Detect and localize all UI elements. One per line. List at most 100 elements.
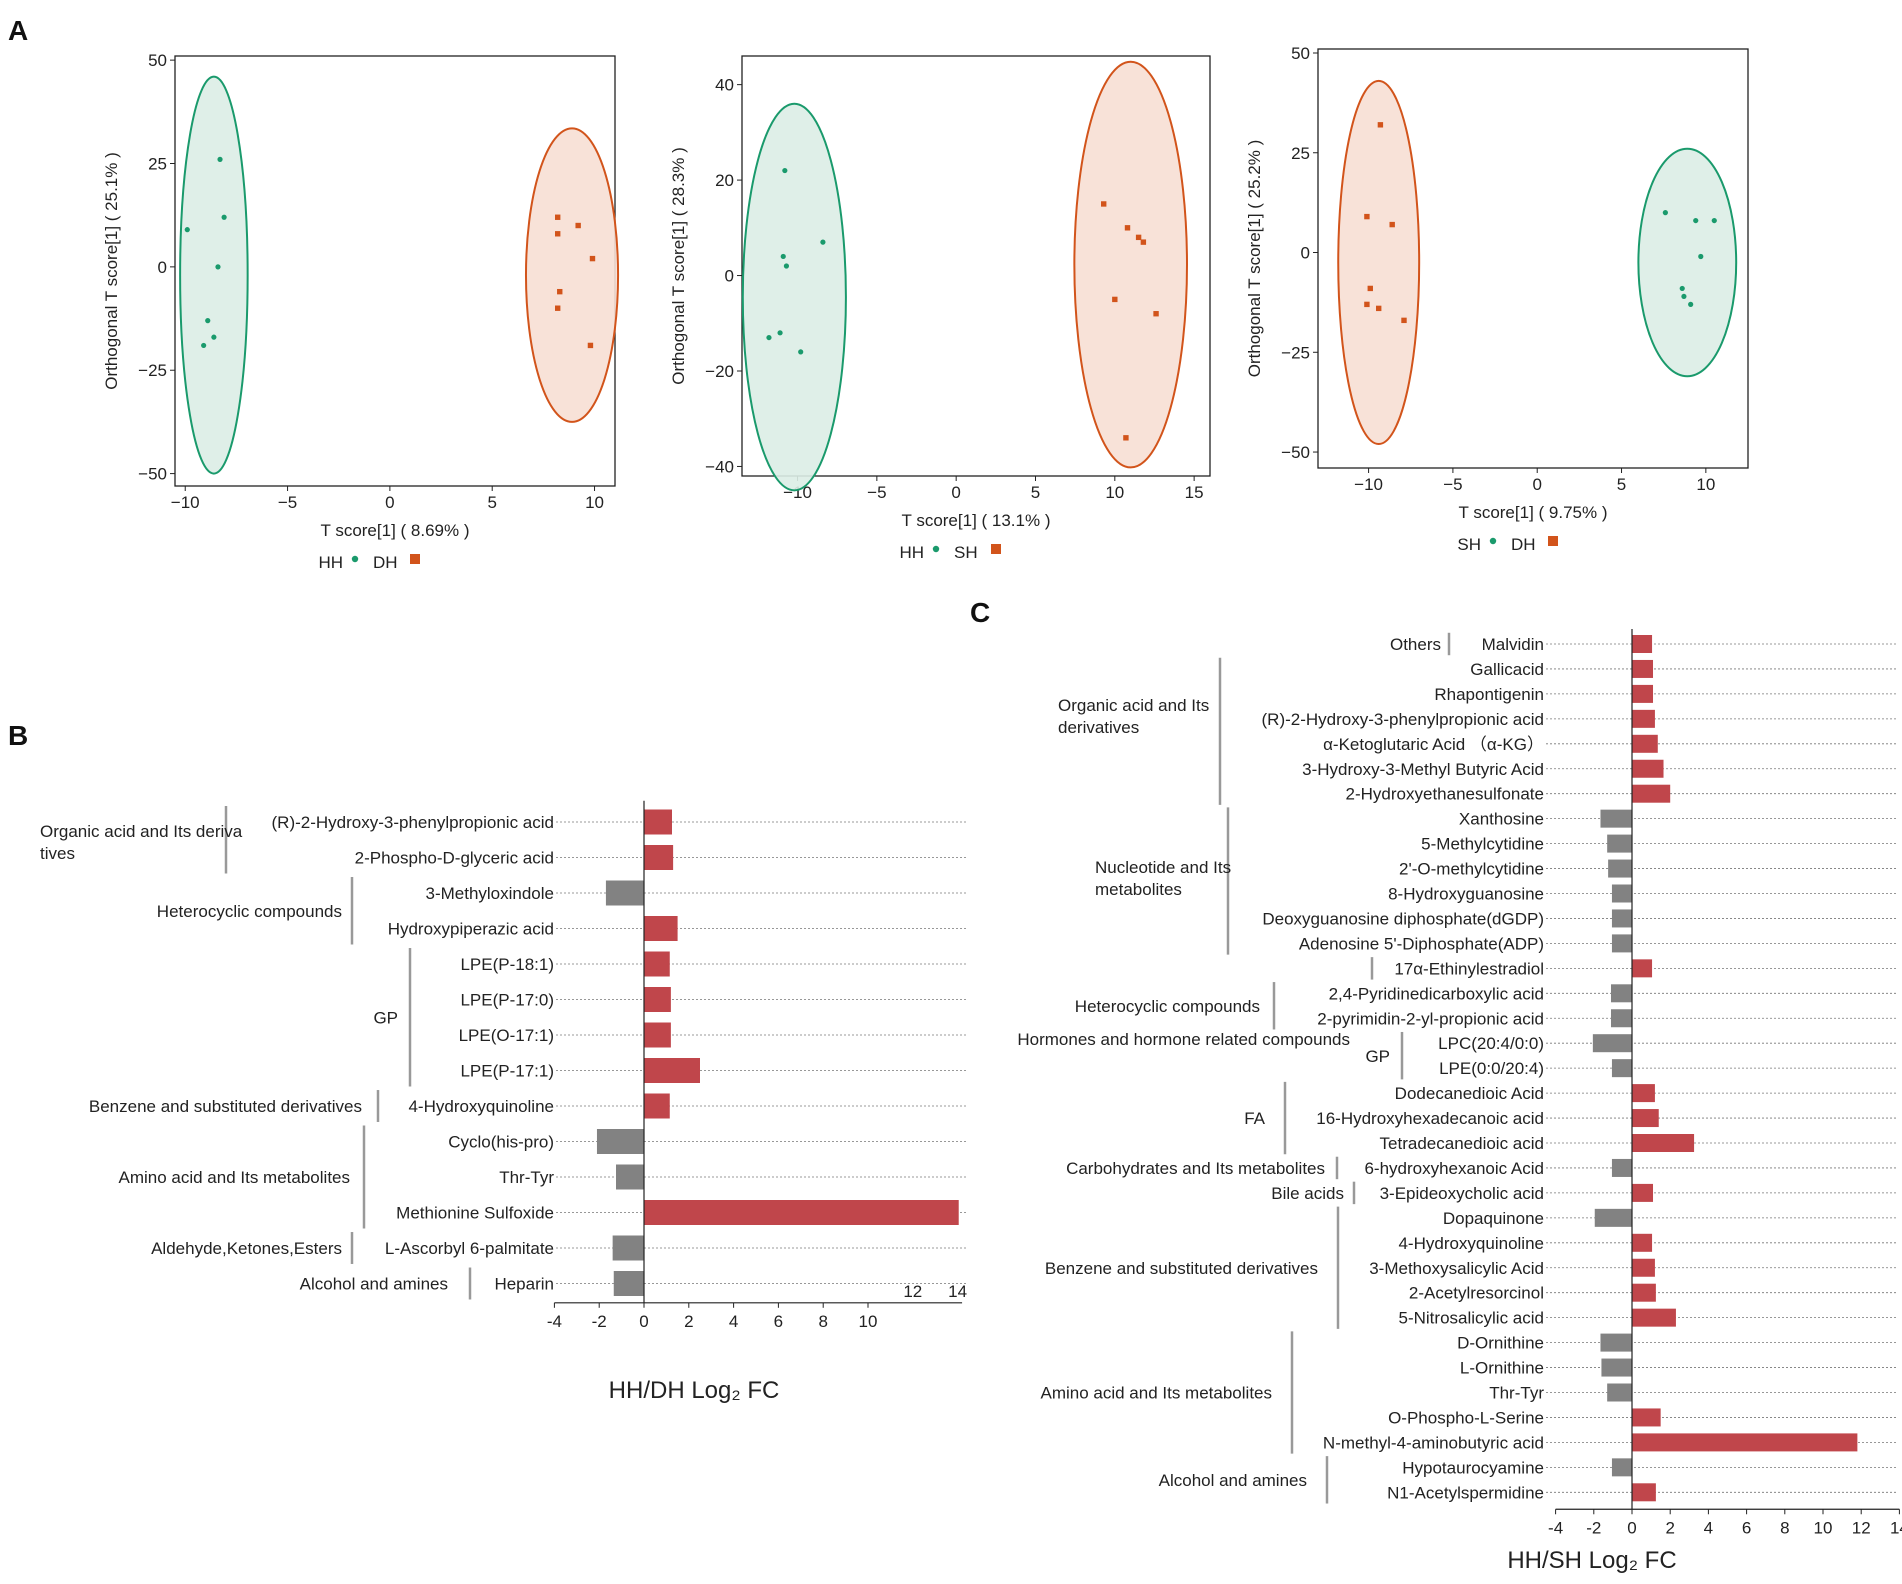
y-axis-label: Orthogonal T score[1] ( 25.2% )	[1245, 140, 1264, 378]
x-tick-label: 6	[1742, 1518, 1751, 1537]
panel-label-a: A	[8, 15, 28, 46]
category-label: LPE(P-18:1)	[460, 955, 554, 974]
data-point-hh	[798, 349, 804, 355]
category-label: 16-Hydroxyhexadecanoic acid	[1316, 1109, 1544, 1128]
plot-frame	[1317, 48, 1749, 469]
category-label: (R)-2-Hydroxy-3-phenylpropionic acid	[1262, 710, 1545, 729]
data-point-hh	[820, 239, 826, 245]
group-label: Amino acid and Its metabolites	[1040, 1384, 1272, 1403]
bar-2-4-pyridinedicarboxylic-acid	[1610, 984, 1632, 1003]
category-label: N-methyl-4-aminobutyric acid	[1323, 1433, 1544, 1452]
category-label: 5-Methylcytidine	[1421, 835, 1544, 854]
x-tick-label: 10	[585, 493, 604, 512]
y-tick-label: 25	[148, 155, 167, 174]
category-label: 6-hydroxyhexanoic Acid	[1364, 1159, 1544, 1178]
y-tick-label: −50	[1281, 443, 1310, 462]
category-label: Thr-Tyr	[499, 1168, 554, 1187]
category-label: 2,4-Pyridinedicarboxylic acid	[1329, 984, 1544, 1003]
bar-chart-hh-sh: Malvidin Gallicacid Rhapontigenin (R)-2-Hyd…	[1017, 629, 1902, 1574]
category-label: O-Phospho-L-Serine	[1388, 1408, 1544, 1427]
data-point-sh	[1693, 217, 1699, 224]
x-tick-label-extra: 14	[948, 1282, 967, 1301]
bar-adenosine-5-diphosphate-adp	[1611, 934, 1632, 953]
bar-l-ascorbyl-6-palmitate	[612, 1235, 644, 1261]
data-point-dh	[1364, 213, 1370, 220]
x-axis-label: T score[1] ( 9.75% )	[1459, 503, 1608, 522]
legend-label: HH	[899, 543, 924, 562]
data-point-dh	[1377, 122, 1384, 128]
bar-5-nitrosalicylic-acid	[1632, 1308, 1676, 1327]
category-label: Dopaquinone	[1443, 1209, 1544, 1228]
bar-3-methyloxindole	[605, 880, 644, 906]
x-tick-label-extra: 12	[903, 1282, 922, 1301]
category-label: 3-Methyloxindole	[425, 884, 554, 903]
bar-r-2-hydroxy-3-phenylpropionic-acid	[1632, 709, 1655, 728]
x-tick-label: -2	[1586, 1518, 1601, 1537]
x-tick-label: 0	[385, 493, 394, 512]
category-label: Deoxyguanosine diphosphate(dGDP)	[1262, 909, 1544, 928]
data-point-dh	[1389, 221, 1395, 228]
category-label: LPE(0:0/20:4)	[1439, 1059, 1544, 1078]
category-label: Heparin	[494, 1275, 554, 1294]
data-point-dh	[554, 231, 561, 237]
category-label: Tetradecanedioic acid	[1380, 1134, 1544, 1153]
confidence-ellipse-sh	[1073, 60, 1188, 469]
data-point-hh	[215, 264, 221, 270]
bar-ketoglutaric-acid-kg	[1632, 734, 1658, 753]
data-point-sh	[1140, 239, 1147, 245]
category-label: Thr-Tyr	[1489, 1384, 1544, 1403]
x-tick-label: 10	[1814, 1518, 1833, 1537]
category-label: 2-Phospho-D-glyceric acid	[355, 849, 554, 868]
legend-label: SH	[1457, 535, 1481, 554]
data-point-hh	[205, 318, 211, 324]
data-point-dh	[589, 255, 596, 262]
bar-dopaquinone	[1594, 1208, 1632, 1227]
category-label: L-Ascorbyl 6-palmitate	[385, 1239, 554, 1258]
bar-16-hydroxyhexadecanoic-acid	[1632, 1109, 1659, 1128]
y-axis-label: Orthogonal T score[1] ( 28.3% )	[669, 147, 688, 385]
bar-lpe-o-17-1	[644, 1022, 671, 1048]
bar-3-hydroxy-3-methyl-butyric-acid	[1632, 759, 1664, 778]
group-label: Nucleotide and Its metabolites	[1095, 858, 1231, 899]
data-point-sh	[1135, 234, 1142, 241]
group-label: Heterocyclic compounds	[1075, 997, 1260, 1016]
y-tick-label: −40	[705, 457, 734, 476]
y-tick-label: −25	[138, 361, 167, 380]
category-label: N1-Acetylspermidine	[1387, 1483, 1544, 1502]
data-point-hh	[780, 253, 786, 260]
category-label: 3-Methoxysalicylic Acid	[1369, 1259, 1544, 1278]
category-label: Malvidin	[1482, 635, 1544, 654]
x-tick-label: 0	[951, 483, 960, 502]
x-tick-label: 10	[859, 1312, 878, 1331]
data-point-sh	[1681, 293, 1687, 300]
data-point-dh	[1364, 301, 1370, 308]
y-tick-label: −25	[1281, 343, 1310, 362]
data-point-sh	[1679, 285, 1685, 292]
group-label: Benzene and substituted derivatives	[1045, 1259, 1318, 1278]
category-label: 5-Nitrosalicylic acid	[1399, 1309, 1544, 1328]
y-tick-label: 0	[725, 267, 734, 286]
category-label: α-Ketoglutaric Acid （α-KG）	[1323, 735, 1544, 754]
x-tick-label: 0	[1532, 475, 1541, 494]
group-label: Carbohydrates and Its metabolites	[1066, 1159, 1325, 1178]
bar-2-o-methylcytidine	[1608, 859, 1632, 878]
data-point-hh	[221, 214, 227, 220]
category-label: 2'-O-methylcytidine	[1399, 860, 1544, 879]
x-axis-label: T score[1] ( 8.69% )	[321, 521, 470, 540]
y-tick-label: 50	[1291, 44, 1310, 63]
bar-thr-tyr	[1607, 1383, 1632, 1402]
data-point-dh	[554, 305, 561, 311]
category-label: Methionine Sulfoxide	[396, 1204, 554, 1223]
group-label: Organic acid and Its derivatives	[1058, 696, 1209, 737]
x-tick-label: 5	[1031, 483, 1040, 502]
bar-l-ornithine	[1601, 1358, 1632, 1377]
confidence-ellipse-dh	[524, 127, 620, 423]
bar-lpc-20-4-0-0	[1592, 1034, 1632, 1053]
category-label: 8-Hydroxyguanosine	[1388, 885, 1544, 904]
group-label: GP	[373, 1008, 398, 1027]
legend-marker-circle	[351, 555, 359, 563]
data-point-sh	[1101, 201, 1107, 207]
x-axis-title: HH/DH Log₂ FC	[609, 1377, 780, 1404]
category-label: LPE(P-17:1)	[460, 1062, 554, 1081]
x-tick-label: 10	[1696, 475, 1715, 494]
